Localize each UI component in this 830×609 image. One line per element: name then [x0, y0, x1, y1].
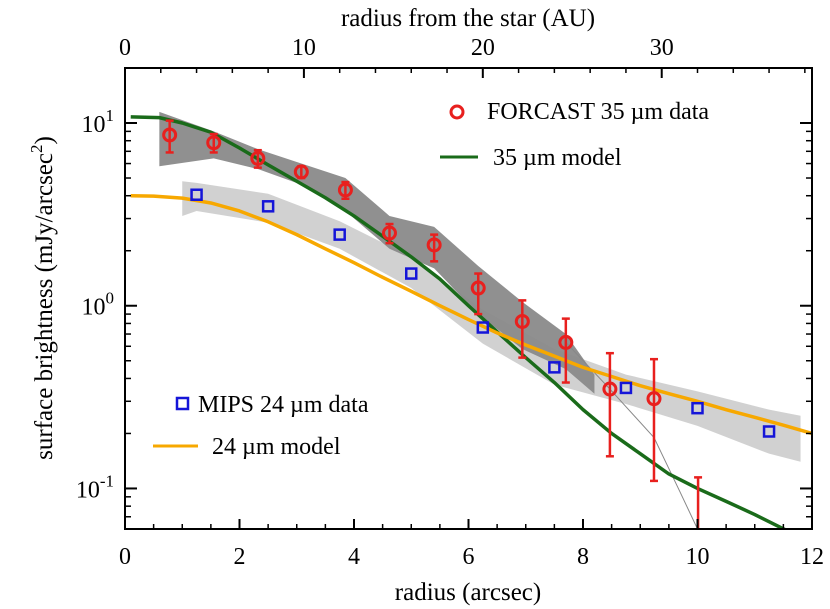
y-tick-label: 100	[82, 289, 115, 321]
y-tick-label: 10-1	[76, 471, 114, 503]
data-point-square	[476, 321, 490, 334]
data-point-square	[548, 361, 561, 374]
x-tick-label: 8	[577, 544, 589, 570]
series-line-35-m-model	[130, 115, 788, 529]
legend-forcast-label: FORCAST 35 µm data	[487, 99, 709, 125]
x-tick-label: 2	[234, 544, 246, 570]
data-point-square	[333, 228, 346, 241]
data-point-circle	[558, 334, 574, 350]
y-tick-label: 101	[82, 106, 115, 138]
data-point-circle	[602, 381, 618, 397]
x2-tick-label: 20	[471, 35, 495, 61]
data-point-circle	[514, 313, 530, 329]
x2-axis-title: radius from the star (AU)	[341, 5, 595, 32]
data-point-circle	[337, 182, 353, 198]
legend-mips-marker	[175, 396, 190, 411]
x-tick-label: 6	[463, 544, 475, 570]
x-tick-label: 4	[348, 544, 360, 570]
data-point-square	[405, 267, 418, 280]
legend-model-24: 24 µm model	[153, 434, 341, 460]
data-point-circle	[470, 280, 486, 296]
data-point-square	[261, 200, 275, 213]
data-point-square	[190, 188, 203, 201]
data-point-square	[691, 401, 704, 415]
x-tick-label: 12	[800, 544, 824, 570]
x2-tick-label: 0	[119, 35, 131, 61]
data-point-circle	[426, 237, 442, 253]
legend-model-35-label: 35 µm model	[493, 145, 622, 171]
data-point-circle	[293, 164, 309, 180]
legend-forcast-35: FORCAST 35 µm data	[449, 99, 709, 125]
y-axis-title-main: surface brightness (mJy/arcsec	[31, 153, 58, 460]
x2-tick-label: 10	[292, 35, 316, 61]
y-axis-title: surface brightness (mJy/arcsec2)	[27, 136, 58, 460]
legend-mips-label: MIPS 24 µm data	[198, 392, 369, 418]
data-point-circle	[646, 391, 662, 407]
y-axis-title-close: )	[31, 136, 58, 144]
series-line-24-m-model	[130, 193, 812, 436]
data-point-circle	[250, 150, 266, 166]
x-tick-label: 10	[686, 544, 710, 570]
data-point-circle	[736, 564, 748, 576]
data-point-square	[762, 425, 776, 438]
x2-tick-label: 30	[650, 35, 674, 61]
data-point-circle	[780, 564, 792, 576]
data-point-circle	[206, 135, 222, 151]
axis-ticks	[124, 67, 813, 530]
x-tick-label: 0	[119, 544, 131, 570]
x-axis-title: radius (arcsec)	[395, 579, 541, 606]
data-point-circle	[381, 225, 397, 241]
legend-forcast-marker	[449, 104, 465, 120]
data-points	[162, 119, 792, 576]
band-35-m-uncertainty	[159, 111, 595, 394]
tick-labels: 0 2 4 6 8 10 12 0 10 20 30 101 100 10-1	[76, 35, 824, 570]
legend-model-24-label: 24 µm model	[212, 434, 341, 460]
uncertainty-bands	[159, 111, 801, 462]
legend-model-35: 35 µm model	[440, 145, 622, 171]
data-point-circle	[162, 127, 178, 143]
legend-mips-24: MIPS 24 µm data	[175, 392, 369, 418]
y-axis-title-sup: 2	[27, 145, 46, 154]
data-point-square	[619, 381, 633, 395]
